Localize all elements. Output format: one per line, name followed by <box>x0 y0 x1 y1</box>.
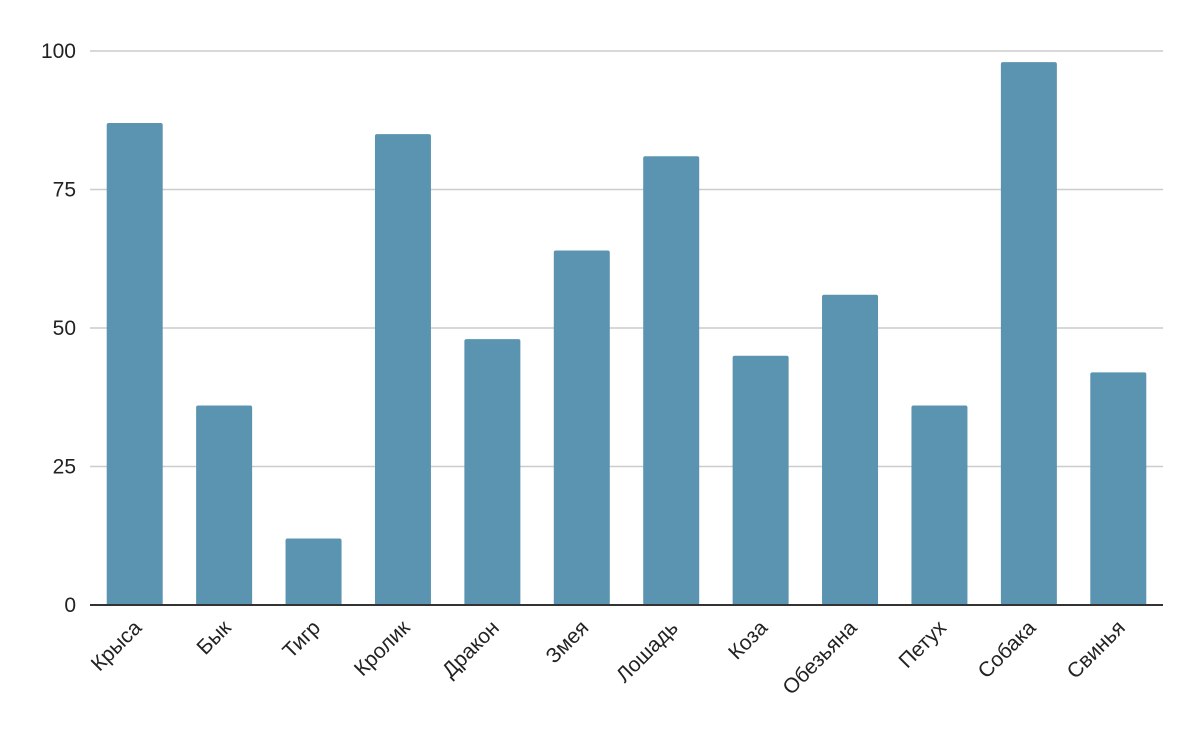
bar <box>643 156 700 605</box>
bar <box>196 405 253 605</box>
bar <box>106 123 163 606</box>
bar <box>464 339 521 605</box>
x-tick-label: Собака <box>974 616 1041 683</box>
x-tick-label: Лошадь <box>612 616 683 687</box>
y-tick-label: 75 <box>53 179 76 202</box>
y-tick-label: 100 <box>41 40 76 63</box>
x-tick-label: Змея <box>542 616 594 668</box>
x-axis-ticks: Крыса Бык Тигр Кролик Дракон Змея Лошадь Коза Об… <box>87 616 1130 700</box>
y-tick-label: 25 <box>53 456 76 479</box>
bar <box>911 405 968 605</box>
x-tick-label: Кролик <box>350 616 415 681</box>
y-axis-ticks: 0 25 50 75 100 <box>41 40 76 617</box>
bar <box>374 134 431 605</box>
bar <box>822 294 879 605</box>
bar <box>285 538 342 605</box>
bar <box>1090 372 1147 605</box>
bar <box>1000 62 1057 605</box>
bars <box>106 62 1147 606</box>
bar <box>732 355 789 605</box>
gridlines <box>90 50 1163 468</box>
x-tick-label: Крыса <box>87 616 147 676</box>
x-tick-label: Петух <box>894 616 951 673</box>
bar <box>553 250 610 605</box>
x-tick-label: Обезьяна <box>778 616 861 699</box>
x-tick-label: Дракон <box>438 616 504 682</box>
x-tick-label: Коза <box>724 616 772 664</box>
x-tick-label: Свинья <box>1063 616 1130 683</box>
y-tick-label: 50 <box>53 317 76 340</box>
y-tick-label: 0 <box>64 594 76 617</box>
x-tick-label: Тигр <box>278 616 325 663</box>
x-tick-label: Бык <box>192 616 236 660</box>
